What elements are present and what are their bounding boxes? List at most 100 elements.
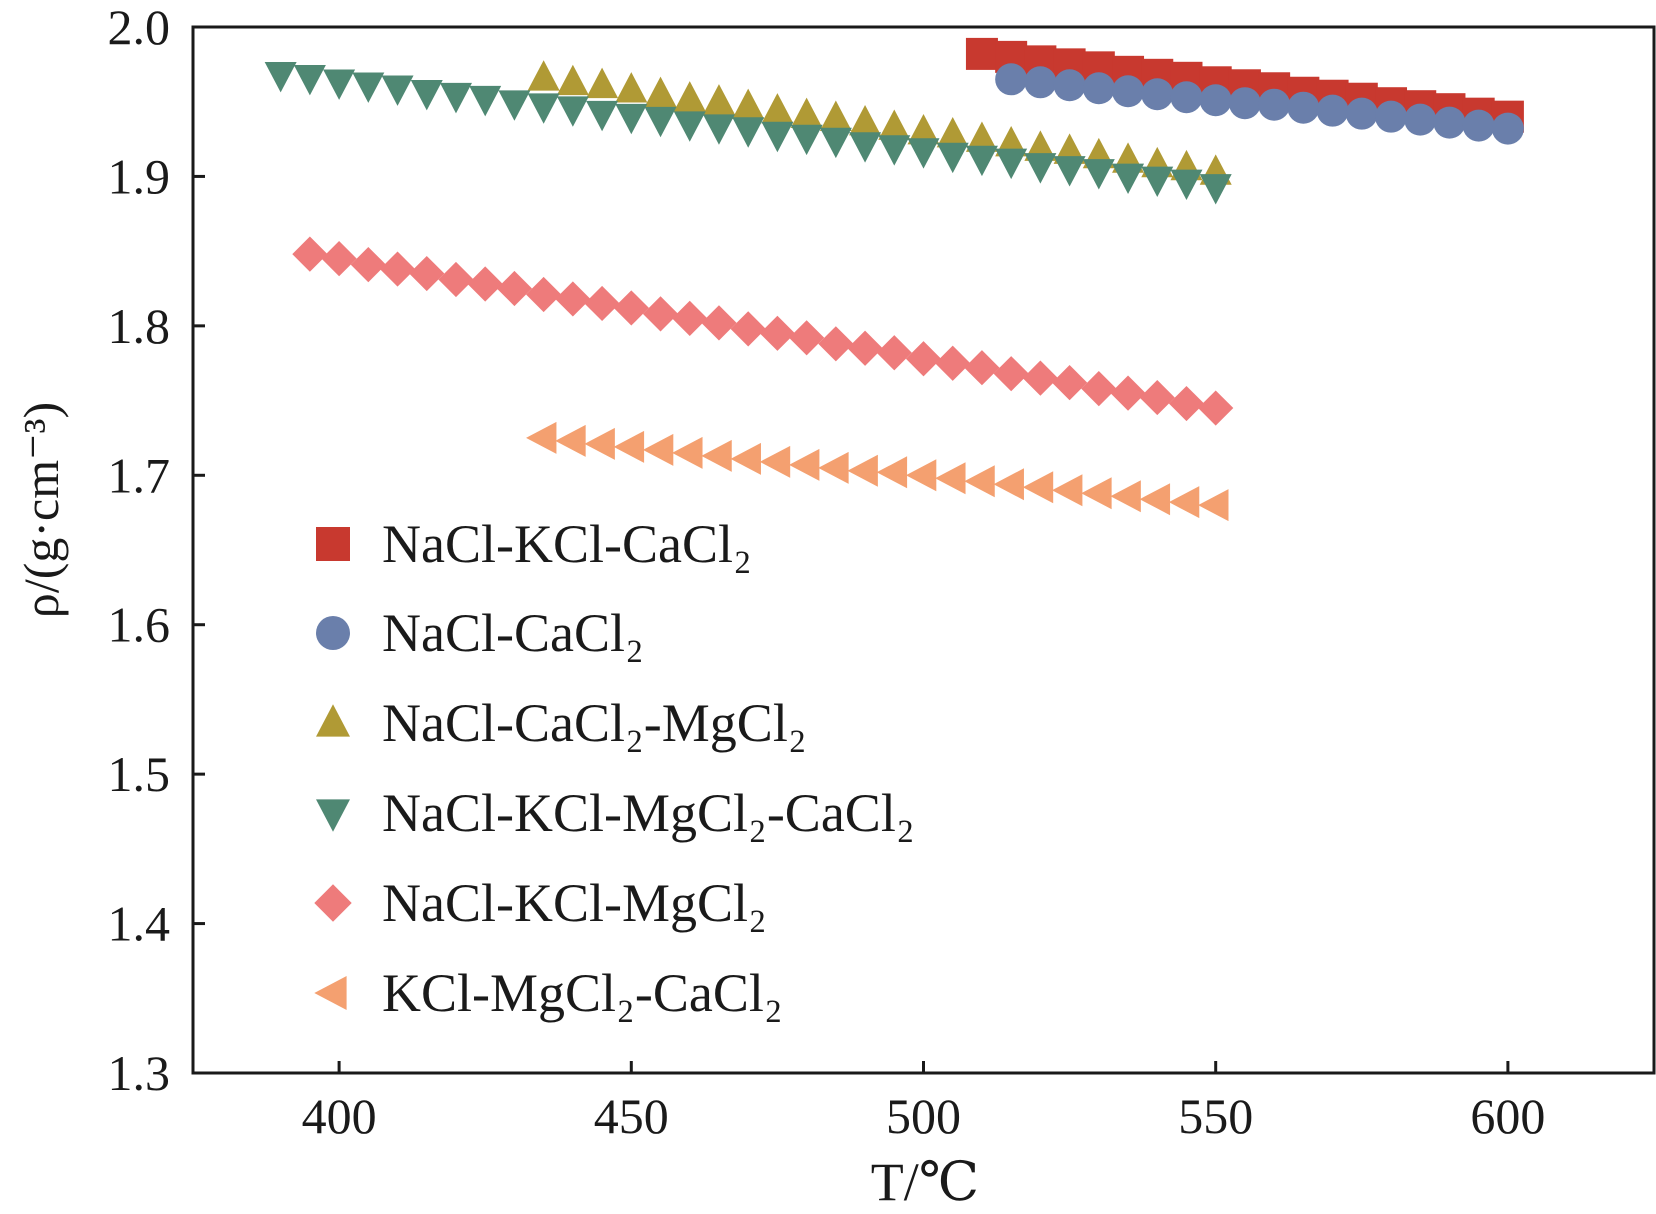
series-3 — [264, 62, 1232, 205]
data-point — [1433, 106, 1466, 139]
data-point — [1141, 166, 1174, 198]
y-tick-label: 1.3 — [108, 1045, 171, 1101]
x-tick-label: 550 — [1178, 1088, 1253, 1144]
data-point — [1228, 87, 1261, 120]
legend-label: NaCl-KCl-MgCl₂ — [382, 873, 767, 933]
data-point — [584, 427, 615, 460]
data-point — [292, 236, 328, 272]
legend-item: NaCl-CaCl₂-MgCl₂ — [316, 693, 807, 753]
data-point — [1053, 156, 1086, 187]
data-point — [701, 439, 732, 472]
series-1 — [995, 63, 1524, 145]
data-point — [1052, 474, 1083, 507]
data-point — [790, 124, 823, 156]
data-point — [701, 305, 737, 341]
data-point — [847, 454, 878, 487]
data-marks — [264, 37, 1524, 522]
data-point — [1081, 371, 1117, 407]
data-point — [673, 111, 706, 142]
x-tick-label: 450 — [594, 1088, 669, 1144]
data-point — [965, 37, 998, 70]
data-point — [759, 445, 791, 478]
data-point — [936, 142, 969, 174]
data-point — [1081, 477, 1112, 510]
data-point — [672, 436, 703, 469]
data-point — [556, 64, 589, 96]
data-point — [789, 448, 820, 481]
data-point — [615, 72, 648, 103]
diamond-icon — [314, 884, 352, 922]
legend-label: KCl-MgCl₂-CaCl₂ — [382, 963, 783, 1023]
data-point — [1139, 379, 1175, 416]
data-point — [1404, 103, 1437, 136]
data-point — [993, 468, 1024, 501]
legend: NaCl-KCl-CaCl₂ NaCl-CaCl₂ NaCl-CaCl₂-MgCl₂… — [314, 514, 915, 1023]
data-point — [993, 356, 1029, 392]
data-point — [790, 97, 823, 128]
data-point — [935, 462, 966, 495]
data-point — [1316, 94, 1349, 127]
data-point — [644, 76, 677, 108]
square-icon — [316, 527, 350, 561]
legend-label: NaCl-CaCl₂ — [382, 603, 644, 663]
legend-item: NaCl-CaCl₂ — [316, 603, 644, 663]
y-tick-label: 1.4 — [108, 896, 171, 952]
series-4 — [292, 236, 1234, 426]
x-axis-label: T/℃ — [871, 1152, 979, 1212]
series-5 — [526, 421, 1229, 522]
data-point — [1491, 112, 1524, 145]
data-point — [1345, 97, 1378, 130]
data-point — [907, 138, 940, 169]
data-point — [732, 117, 765, 148]
legend-label: NaCl-KCl-MgCl₂-CaCl₂ — [382, 783, 915, 843]
data-point — [613, 290, 649, 326]
data-point — [379, 251, 416, 287]
data-point — [381, 75, 414, 106]
data-point — [730, 442, 761, 475]
legend-item: KCl-MgCl₂-CaCl₂ — [314, 963, 783, 1023]
x-tick-label: 500 — [886, 1088, 961, 1144]
data-point — [1199, 84, 1232, 117]
legend-label: NaCl-CaCl₂-MgCl₂ — [382, 693, 807, 753]
data-point — [1170, 169, 1203, 201]
data-point — [1375, 100, 1408, 133]
data-point — [586, 100, 619, 132]
data-point — [936, 116, 969, 148]
data-point — [323, 69, 356, 100]
data-point — [672, 300, 708, 336]
data-point — [1258, 88, 1291, 121]
y-tick-label: 1.8 — [108, 298, 171, 354]
data-point — [964, 350, 1000, 386]
data-point — [1462, 109, 1495, 142]
data-point — [1168, 385, 1205, 422]
data-point — [847, 330, 883, 366]
data-point — [467, 266, 503, 302]
data-point — [1141, 78, 1174, 111]
data-point — [584, 285, 620, 322]
data-point — [498, 90, 531, 121]
data-point — [1082, 72, 1115, 105]
triangle-left-icon — [314, 976, 347, 1010]
data-point — [876, 456, 908, 489]
y-tick-label: 1.6 — [108, 597, 171, 653]
data-point — [410, 79, 443, 111]
data-point — [555, 281, 591, 317]
data-point — [1112, 163, 1145, 195]
data-point — [496, 270, 533, 307]
data-point — [527, 93, 560, 124]
data-point — [1110, 375, 1146, 411]
data-point — [527, 60, 560, 91]
data-point — [642, 433, 674, 466]
data-point — [1022, 471, 1054, 504]
data-point — [352, 72, 385, 103]
data-point — [818, 326, 854, 362]
data-point — [293, 65, 326, 96]
data-point — [759, 315, 795, 351]
data-point — [819, 100, 852, 131]
data-point — [1139, 483, 1171, 516]
data-point — [935, 345, 971, 381]
data-point — [1198, 489, 1229, 522]
data-point — [1052, 365, 1088, 401]
data-point — [818, 451, 849, 484]
